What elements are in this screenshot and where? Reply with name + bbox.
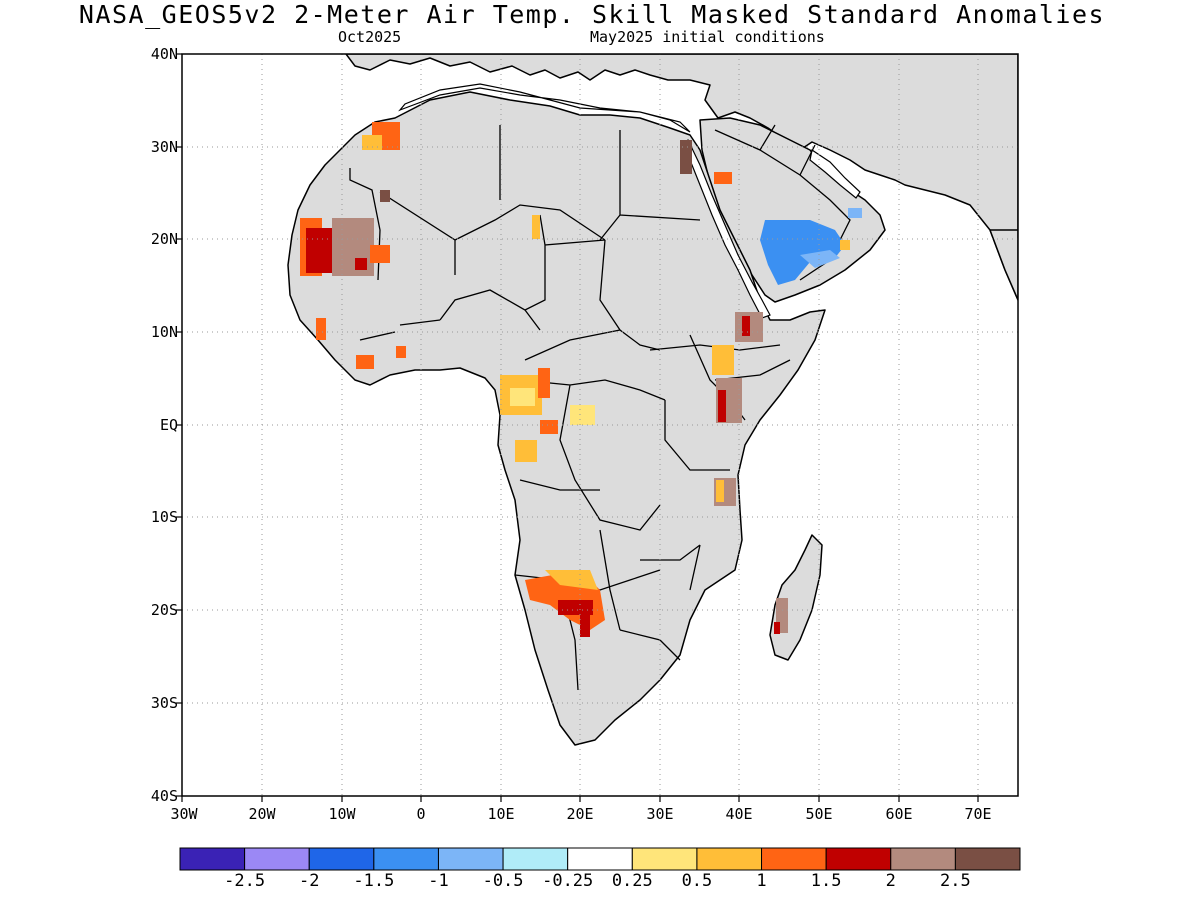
graticule <box>182 54 1018 796</box>
map-title: NASA_GEOS5v2 2-Meter Air Temp. Skill Mas… <box>78 0 1106 29</box>
colorbar-swatch <box>890 847 956 871</box>
lat-label-40s: 40S <box>150 787 178 805</box>
lon-label-60e: 60E <box>885 805 913 823</box>
colorbar <box>179 847 1021 871</box>
lon-label-30w: 30W <box>170 805 198 823</box>
map-area <box>182 54 1018 796</box>
colorbar-swatch <box>244 847 310 871</box>
madagascar <box>769 534 823 661</box>
colorbar-label: 0.5 <box>681 871 713 891</box>
mediterranean-sea <box>398 83 691 133</box>
colorbar-label: 1 <box>756 871 767 891</box>
lon-label-0: 0 <box>416 805 426 823</box>
lon-label-10w: 10W <box>328 805 356 823</box>
colorbar-swatch <box>825 847 892 871</box>
colorbar-label: -0.25 <box>542 871 594 891</box>
lon-label-20e: 20E <box>566 805 594 823</box>
colorbar-label: -1 <box>428 871 449 891</box>
colorbar-label: -1.5 <box>353 871 395 891</box>
colorbar-label: -2.5 <box>224 871 266 891</box>
colorbar-swatch <box>502 847 569 871</box>
colorbar-swatch <box>631 847 698 871</box>
colorbar-label: -2 <box>298 871 320 891</box>
colorbar-swatch <box>179 847 246 871</box>
lon-label-30e: 30E <box>646 805 674 823</box>
initial-conditions: May2025 initial conditions <box>590 28 825 46</box>
colorbar-label: 0.25 <box>611 871 653 891</box>
colorbar-swatch <box>696 847 763 871</box>
africa-landmass <box>287 91 826 746</box>
axis-ticks <box>176 53 979 802</box>
colorbar-swatch <box>567 847 633 871</box>
colorbar-label: 2.5 <box>940 871 971 891</box>
lat-label-30n: 30N <box>150 138 178 156</box>
lat-label-eq: EQ <box>159 416 178 434</box>
lat-label-20n: 20N <box>150 230 178 248</box>
india-landmass <box>989 229 1018 301</box>
colorbar-swatch <box>954 847 1021 871</box>
lon-label-50e: 50E <box>805 805 833 823</box>
persian-gulf <box>809 149 861 199</box>
lon-label-70e: 70E <box>964 805 992 823</box>
lat-label-10s: 10S <box>150 508 178 526</box>
lat-label-20s: 20S <box>150 601 178 619</box>
colorbar-swatch <box>761 847 827 871</box>
colorbar-label: -0.5 <box>482 871 524 891</box>
colorbar-swatch <box>308 847 375 871</box>
colorbar-swatch <box>437 847 504 871</box>
lat-label-10n: 10N <box>150 323 178 341</box>
anomaly-shading <box>300 122 862 637</box>
eurasia-landmass <box>345 54 1018 301</box>
lat-label-40n: 40N <box>150 45 178 63</box>
lon-label-20w: 20W <box>248 805 276 823</box>
forecast-month: Oct2025 <box>338 28 402 46</box>
lat-label-30s: 30S <box>150 694 178 712</box>
lon-label-10e: 10E <box>487 805 515 823</box>
lon-label-40e: 40E <box>725 805 753 823</box>
colorbar-swatch <box>373 847 439 871</box>
colorbar-label: 1.5 <box>810 871 842 891</box>
colorbar-label: 2 <box>885 871 896 891</box>
